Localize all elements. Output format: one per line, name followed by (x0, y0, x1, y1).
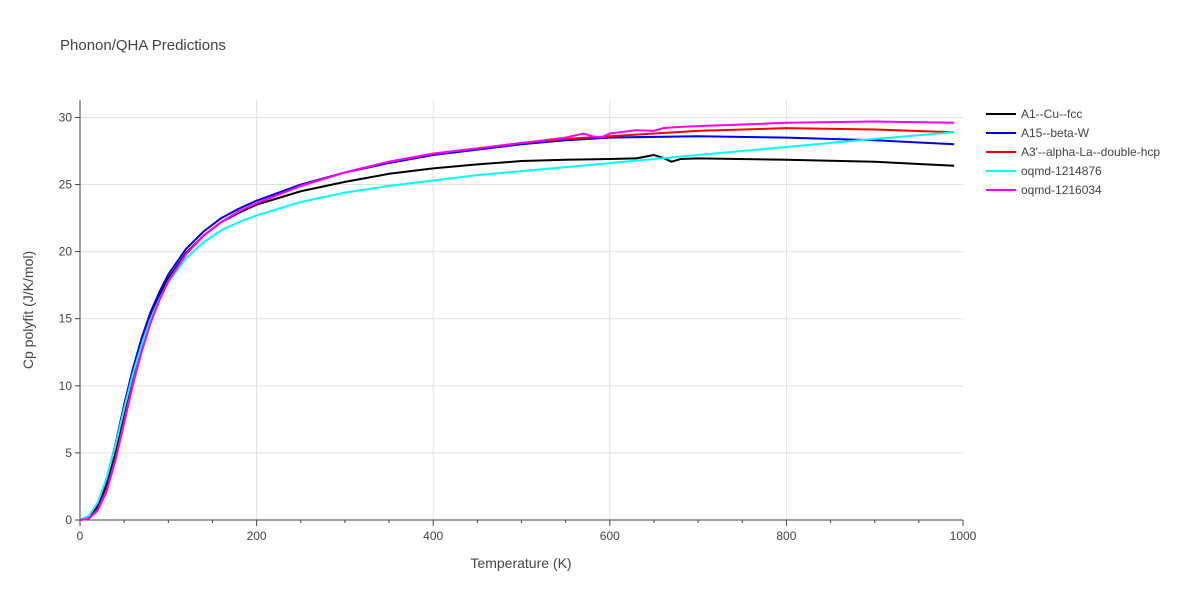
grid-lines (80, 100, 963, 520)
x-tick-label: 0 (77, 529, 84, 543)
y-tick-label: 0 (65, 513, 72, 527)
chart-title: Phonon/QHA Predictions (60, 37, 226, 54)
y-axis-title: Cp polyfit (J/K/mol) (20, 251, 36, 369)
legend-item[interactable]: oqmd-1216034 (986, 183, 1102, 197)
legend-item[interactable]: A15--beta-W (986, 126, 1090, 140)
y-tick-label: 5 (65, 446, 72, 460)
legend-item[interactable]: A1--Cu--fcc (986, 107, 1082, 121)
x-tick-label: 600 (600, 529, 620, 543)
legend-item[interactable]: oqmd-1214876 (986, 164, 1102, 178)
x-tick-label: 400 (423, 529, 443, 543)
legend-label: oqmd-1214876 (1021, 164, 1102, 178)
series-line-5[interactable] (79, 120, 955, 521)
axes: 0 5 10 15 20 25 30 0 200 400 600 800 1000 (59, 100, 977, 543)
plot-area[interactable] (79, 120, 955, 521)
y-tick-label: 30 (59, 110, 73, 124)
y-tick-label: 10 (59, 379, 73, 393)
y-tick-label: 25 (59, 178, 73, 192)
x-tick-label: 200 (247, 529, 267, 543)
legend-label: A1--Cu--fcc (1021, 107, 1082, 121)
legend-label: A3'--alpha-La--double-hcp (1021, 145, 1160, 159)
y-tick-label: 20 (59, 245, 73, 259)
legend-label: A15--beta-W (1021, 126, 1090, 140)
legend[interactable]: A1--Cu--fcc A15--beta-W A3'--alpha-La--dou… (986, 107, 1160, 197)
legend-item[interactable]: A3'--alpha-La--double-hcp (986, 145, 1160, 159)
x-tick-label: 800 (776, 529, 796, 543)
series-line-4[interactable] (79, 131, 955, 521)
legend-label: oqmd-1216034 (1021, 183, 1102, 197)
x-tick-label: 1000 (950, 529, 977, 543)
x-axis-title: Temperature (K) (470, 555, 571, 571)
y-tick-label: 15 (59, 312, 73, 326)
